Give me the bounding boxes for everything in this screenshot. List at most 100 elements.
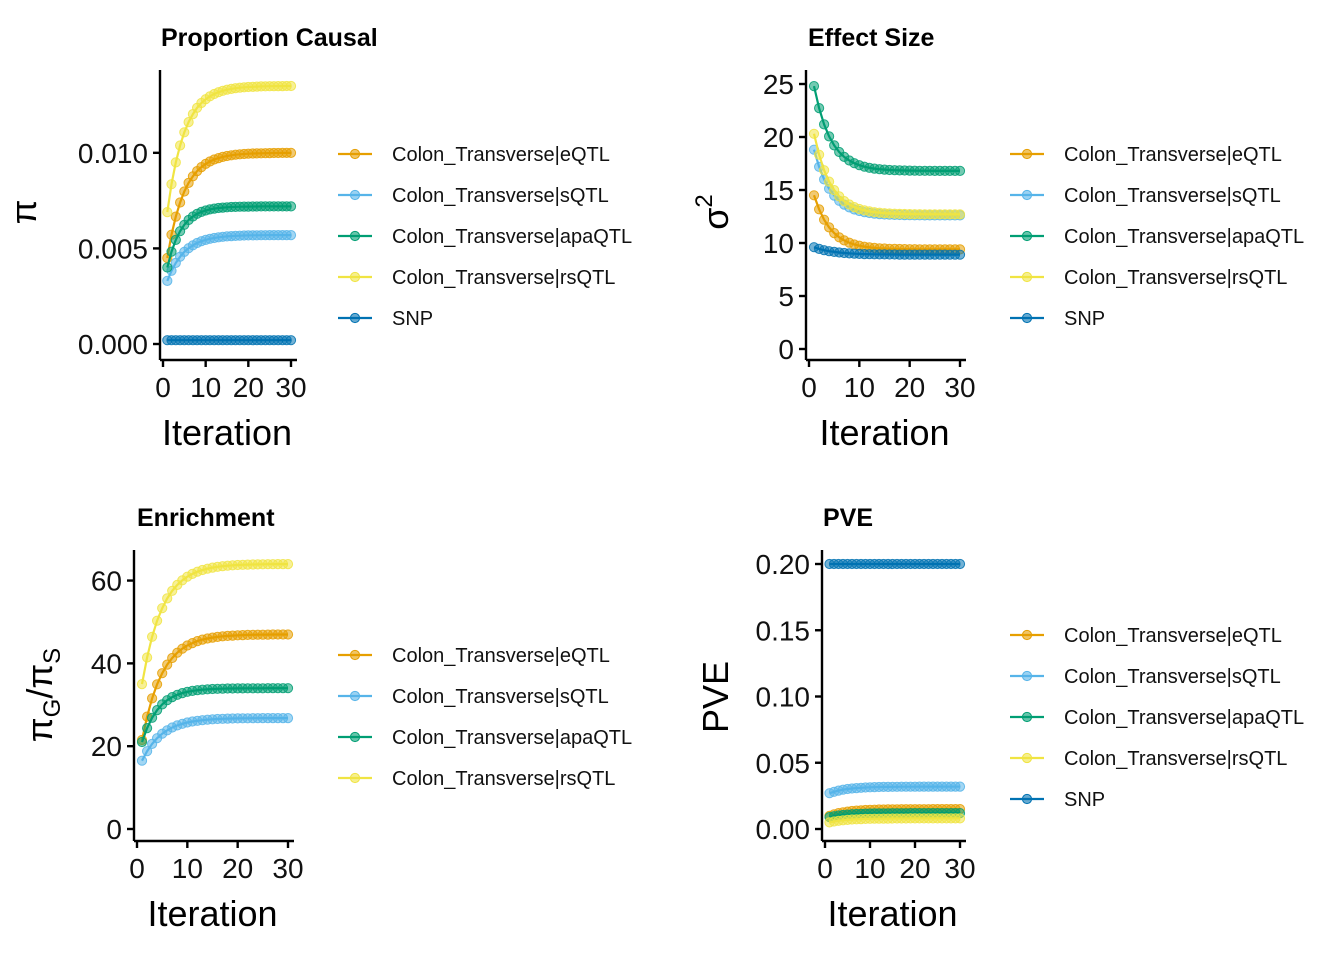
panel-enrichment: Enrichment 0 20 40 60 0 10 20 30 Iteration πG/πS Co… <box>19 504 632 934</box>
data-point <box>175 197 186 208</box>
legend-item-colon-transverse-sqtl: Colon_Transverse|sQTL <box>338 686 609 708</box>
data-point <box>954 781 966 792</box>
x-tick-label: 30 <box>944 372 975 403</box>
legend-key-point <box>1021 629 1033 641</box>
y-tick-label: 0.005 <box>78 233 148 264</box>
data-point <box>285 230 297 241</box>
data-point <box>147 693 158 704</box>
series-colon-transverse-rsqtl <box>162 80 297 218</box>
data-point <box>136 679 148 690</box>
data-point <box>170 234 181 245</box>
x-tick-label: 0 <box>155 372 171 403</box>
y-tick-label: 20 <box>91 731 122 762</box>
legend-item-colon-transverse-sqtl: Colon_Transverse|sQTL <box>1010 666 1281 688</box>
data-point <box>282 683 294 694</box>
data-point <box>152 679 163 690</box>
series-snp <box>808 242 966 260</box>
legend: Colon_Transverse|eQTL Colon_Transverse|sQ… <box>1010 144 1304 330</box>
data-point <box>824 131 835 142</box>
legend-item-colon-transverse-eqtl: Colon_Transverse|eQTL <box>1010 625 1282 647</box>
y-axis-label: PVE <box>695 661 736 733</box>
legend-key-point <box>1021 230 1033 242</box>
panel-proportion-causal: Proportion Causal 0.000 0.005 0.010 0 10 20 30 I… <box>3 24 632 453</box>
series-colon-transverse-rsqtl <box>824 813 966 828</box>
legend-key-point <box>349 189 361 201</box>
data-point <box>166 246 177 257</box>
data-point <box>142 746 153 757</box>
data-point <box>285 335 297 346</box>
x-tick-label: 0 <box>801 372 817 403</box>
y-tick-label: 0.20 <box>756 549 811 580</box>
y-tick-label: 0.010 <box>78 138 148 169</box>
legend-label: Colon_Transverse|rsQTL <box>1064 748 1287 770</box>
x-tick-label: 10 <box>172 853 203 884</box>
legend-item-colon-transverse-rsqtl: Colon_Transverse|rsQTL <box>338 267 615 289</box>
legend-item-colon-transverse-rsqtl: Colon_Transverse|rsQTL <box>338 768 615 790</box>
series-line <box>166 234 291 282</box>
x-tick-label: 20 <box>899 853 930 884</box>
y-tick-label: 0.000 <box>78 329 148 360</box>
data-point <box>183 117 194 128</box>
legend-item-snp: SNP <box>338 308 433 330</box>
data-point <box>282 713 294 724</box>
series-colon-transverse-eqtl <box>136 629 294 746</box>
legend-label: Colon_Transverse|sQTL <box>392 185 609 207</box>
legend-label: Colon_Transverse|rsQTL <box>392 267 615 289</box>
legend-item-snp: SNP <box>1010 789 1105 811</box>
series-colon-transverse-rsqtl <box>808 128 966 220</box>
data-point <box>808 128 820 139</box>
x-axis-label: Iteration <box>147 893 277 934</box>
data-point <box>162 262 173 273</box>
legend-key-point <box>349 772 361 784</box>
legend-item-colon-transverse-apaqtl: Colon_Transverse|apaQTL <box>1010 707 1304 729</box>
data-point <box>157 668 168 679</box>
series-line <box>812 85 960 172</box>
legend-label: Colon_Transverse|apaQTL <box>392 226 632 248</box>
data-point <box>819 119 830 130</box>
series-colon-transverse-rsqtl <box>136 559 294 690</box>
data-point <box>162 593 173 604</box>
panel-title: PVE <box>823 504 873 532</box>
data-point <box>285 147 297 158</box>
data-point <box>814 103 825 114</box>
data-point <box>142 652 153 663</box>
legend-item-colon-transverse-rsqtl: Colon_Transverse|rsQTL <box>1010 748 1287 770</box>
x-tick-label: 30 <box>944 853 975 884</box>
x-tick-label: 30 <box>275 372 306 403</box>
legend-label: Colon_Transverse|sQTL <box>1064 185 1281 207</box>
legend-key-point <box>349 271 361 283</box>
data-point <box>136 755 148 766</box>
x-tick-label: 0 <box>129 853 145 884</box>
x-tick-label: 10 <box>844 372 875 403</box>
series-colon-transverse-apaqtl <box>808 81 966 176</box>
data-point <box>142 723 153 734</box>
legend-key-point <box>1021 148 1033 160</box>
data-point <box>819 165 830 176</box>
data-point <box>954 558 966 570</box>
legend-key-point <box>349 731 361 743</box>
legend-key-point <box>1021 793 1033 805</box>
data-point <box>954 165 966 176</box>
legend-label: Colon_Transverse|apaQTL <box>392 727 632 749</box>
legend-item-colon-transverse-eqtl: Colon_Transverse|eQTL <box>1010 144 1282 166</box>
y-tick-label: 0 <box>106 814 122 845</box>
data-point <box>170 211 181 222</box>
x-tick-label: 20 <box>222 853 253 884</box>
legend: Colon_Transverse|eQTL Colon_Transverse|sQ… <box>338 645 632 790</box>
legend-key-point <box>1021 312 1033 324</box>
x-tick-label: 20 <box>233 372 264 403</box>
y-tick-label: 0.00 <box>756 814 811 845</box>
legend-label: SNP <box>1064 308 1105 330</box>
y-tick-label: 0 <box>778 334 794 365</box>
series-colon-transverse-sqtl <box>162 230 297 286</box>
data-point <box>282 559 294 570</box>
y-axis-label: π <box>3 200 44 225</box>
y-tick-label: 15 <box>763 175 794 206</box>
legend-label: SNP <box>392 308 433 330</box>
x-tick-label: 10 <box>190 372 221 403</box>
y-tick-label: 0.10 <box>756 682 811 713</box>
x-tick-label: 10 <box>854 853 885 884</box>
legend-label: SNP <box>1064 789 1105 811</box>
legend-label: Colon_Transverse|sQTL <box>392 686 609 708</box>
legend-key-point <box>1021 271 1033 283</box>
